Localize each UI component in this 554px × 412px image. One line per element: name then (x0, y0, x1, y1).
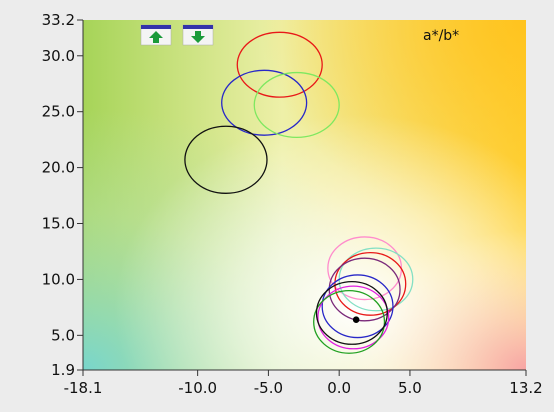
x-tick-label-5: 5.0 (398, 379, 422, 397)
x-tick-label-2: -10.0 (178, 379, 217, 397)
scroll-down-button-bar (183, 25, 213, 29)
tolerance-ellipse-3 (253, 71, 340, 139)
y-tick-label-5: 15.0 (42, 215, 75, 233)
corner-label: a*/b* (423, 28, 459, 44)
y-tick-label-1: 33.2 (42, 11, 75, 29)
y-tick-label-4: 20.0 (42, 159, 75, 177)
scroll-up-button-bar (141, 25, 171, 29)
y-tick-label-2: 30.0 (42, 47, 75, 65)
scroll-up-button[interactable] (140, 24, 172, 46)
tolerance-ellipse-11 (313, 289, 386, 354)
axes-layer: 33.2 30.0 25.0 20.0 15.0 10.0 5.0 1.9-18.1 -10.0… (42, 11, 543, 397)
x-tick-label-6: 13.2 (509, 379, 542, 397)
tolerance-ellipse-2 (221, 69, 308, 136)
x-tick-label-3: -5.0 (254, 379, 283, 397)
scroll-down-button[interactable] (182, 24, 214, 46)
tolerance-ellipse-1 (236, 31, 323, 98)
x-tick-label-4: 0.0 (327, 379, 351, 397)
arrow-down-icon (191, 31, 205, 43)
tolerance-ellipse-7 (334, 251, 407, 316)
y-tick-label-8: 1.9 (51, 361, 75, 379)
y-tick-label-6: 10.0 (42, 270, 75, 288)
x-tick-label-1: -18.1 (64, 379, 103, 397)
marks-layer (184, 31, 414, 354)
tolerance-ellipse-9 (321, 274, 394, 339)
y-tick-label-7: 5.0 (51, 326, 75, 344)
tolerance-ellipse-12 (315, 281, 388, 345)
plot-area (83, 20, 526, 370)
arrow-up-icon (149, 31, 163, 43)
y-tick-label-3: 25.0 (42, 103, 75, 121)
tolerance-ellipse-4 (184, 125, 268, 194)
background-pink-overlay (83, 20, 526, 370)
data-point-1 (352, 316, 360, 323)
tolerance-ellipse-10 (317, 285, 390, 350)
